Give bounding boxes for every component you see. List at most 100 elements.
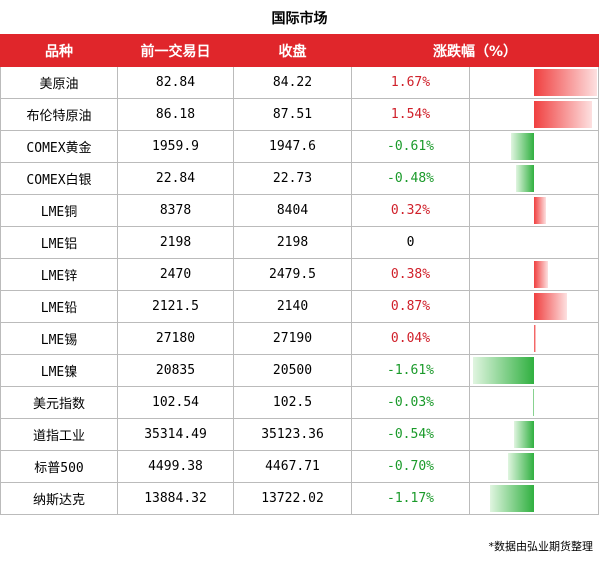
close-cell: 27190 bbox=[233, 322, 352, 355]
name-cell: 纳斯达克 bbox=[0, 482, 118, 515]
close-cell: 35123.36 bbox=[233, 418, 352, 451]
prev-cell: 4499.38 bbox=[117, 450, 234, 483]
bar-cell bbox=[469, 194, 599, 227]
change-bar bbox=[489, 485, 534, 512]
bar-cell bbox=[469, 66, 599, 99]
header-cell: 前一交易日 bbox=[117, 34, 234, 67]
bar-cell bbox=[469, 354, 599, 387]
bar-cell bbox=[469, 450, 599, 483]
close-cell: 4467.71 bbox=[233, 450, 352, 483]
name-cell: COMEX白银 bbox=[0, 162, 118, 195]
prev-cell: 2198 bbox=[117, 226, 234, 259]
header-row: 品种 前一交易日 收盘 涨跌幅（%） bbox=[0, 34, 599, 67]
change-bar bbox=[507, 453, 534, 480]
change-cell: -0.70% bbox=[351, 450, 470, 483]
change-cell: 1.54% bbox=[351, 98, 470, 131]
name-cell: LME铝 bbox=[0, 226, 118, 259]
change-bar bbox=[532, 389, 534, 416]
row: LME锌 2470 2479.5 0.38% bbox=[0, 258, 599, 291]
close-cell: 84.22 bbox=[233, 66, 352, 99]
header-cell: 品种 bbox=[0, 34, 118, 67]
prev-cell: 2121.5 bbox=[117, 290, 234, 323]
prev-cell: 13884.32 bbox=[117, 482, 234, 515]
change-bar bbox=[534, 69, 597, 96]
market-table: 品种 前一交易日 收盘 涨跌幅（%） 美原油 82.84 84.22 1.67% 布伦特… bbox=[0, 34, 599, 515]
prev-cell: 82.84 bbox=[117, 66, 234, 99]
header-cell: 涨跌幅（%） bbox=[351, 34, 599, 67]
prev-cell: 35314.49 bbox=[117, 418, 234, 451]
row: 布伦特原油 86.18 87.51 1.54% bbox=[0, 98, 599, 131]
bar-cell bbox=[469, 386, 599, 419]
bar-cell bbox=[469, 322, 599, 355]
change-bar bbox=[515, 165, 534, 192]
row: 标普500 4499.38 4467.71 -0.70% bbox=[0, 450, 599, 483]
name-cell: COMEX黄金 bbox=[0, 130, 118, 163]
prev-cell: 1959.9 bbox=[117, 130, 234, 163]
change-cell: -1.17% bbox=[351, 482, 470, 515]
name-cell: 美原油 bbox=[0, 66, 118, 99]
bar-cell bbox=[469, 258, 599, 291]
bar-cell bbox=[469, 482, 599, 515]
row: 纳斯达克 13884.32 13722.02 -1.17% bbox=[0, 482, 599, 515]
bar-cell bbox=[469, 418, 599, 451]
close-cell: 2198 bbox=[233, 226, 352, 259]
bar-cell bbox=[469, 226, 599, 259]
change-cell: 0 bbox=[351, 226, 470, 259]
close-cell: 1947.6 bbox=[233, 130, 352, 163]
name-cell: 标普500 bbox=[0, 450, 118, 483]
change-bar bbox=[534, 293, 567, 320]
prev-cell: 2470 bbox=[117, 258, 234, 291]
name-cell: LME铜 bbox=[0, 194, 118, 227]
close-cell: 13722.02 bbox=[233, 482, 352, 515]
prev-cell: 102.54 bbox=[117, 386, 234, 419]
prev-cell: 27180 bbox=[117, 322, 234, 355]
row: LME锡 27180 27190 0.04% bbox=[0, 322, 599, 355]
change-cell: -1.61% bbox=[351, 354, 470, 387]
row: 道指工业 35314.49 35123.36 -0.54% bbox=[0, 418, 599, 451]
row: COMEX白银 22.84 22.73 -0.48% bbox=[0, 162, 599, 195]
change-cell: -0.54% bbox=[351, 418, 470, 451]
row: LME铝 2198 2198 0 bbox=[0, 226, 599, 259]
change-bar bbox=[534, 197, 547, 224]
header-cell: 收盘 bbox=[233, 34, 352, 67]
change-cell: 1.67% bbox=[351, 66, 470, 99]
change-bar bbox=[534, 325, 536, 352]
row: LME镍 20835 20500 -1.61% bbox=[0, 354, 599, 387]
change-bar bbox=[534, 101, 592, 128]
title: 国际市场 bbox=[271, 11, 328, 27]
close-cell: 2479.5 bbox=[233, 258, 352, 291]
change-cell: 0.87% bbox=[351, 290, 470, 323]
name-cell: 道指工业 bbox=[0, 418, 118, 451]
bar-cell bbox=[469, 162, 599, 195]
row: LME铜 8378 8404 0.32% bbox=[0, 194, 599, 227]
change-cell: 0.38% bbox=[351, 258, 470, 291]
close-cell: 2140 bbox=[233, 290, 352, 323]
bar-cell bbox=[469, 98, 599, 131]
row: 美元指数 102.54 102.5 -0.03% bbox=[0, 386, 599, 419]
name-cell: LME锡 bbox=[0, 322, 118, 355]
change-cell: 0.32% bbox=[351, 194, 470, 227]
close-cell: 8404 bbox=[233, 194, 352, 227]
close-cell: 20500 bbox=[233, 354, 352, 387]
row: COMEX黄金 1959.9 1947.6 -0.61% bbox=[0, 130, 599, 163]
change-cell: -0.03% bbox=[351, 386, 470, 419]
close-cell: 102.5 bbox=[233, 386, 352, 419]
name-cell: LME锌 bbox=[0, 258, 118, 291]
name-cell: LME铅 bbox=[0, 290, 118, 323]
close-cell: 22.73 bbox=[233, 162, 352, 195]
change-cell: 0.04% bbox=[351, 322, 470, 355]
prev-cell: 86.18 bbox=[117, 98, 234, 131]
row: 美原油 82.84 84.22 1.67% bbox=[0, 66, 599, 99]
change-bar bbox=[513, 421, 534, 448]
name-cell: LME镍 bbox=[0, 354, 118, 387]
name-cell: 布伦特原油 bbox=[0, 98, 118, 131]
change-bar bbox=[534, 261, 549, 288]
row: LME铅 2121.5 2140 0.87% bbox=[0, 290, 599, 323]
change-cell: -0.48% bbox=[351, 162, 470, 195]
bar-cell bbox=[469, 290, 599, 323]
prev-cell: 8378 bbox=[117, 194, 234, 227]
change-bar bbox=[473, 357, 534, 384]
bar-cell bbox=[469, 130, 599, 163]
prev-cell: 20835 bbox=[117, 354, 234, 387]
change-cell: -0.61% bbox=[351, 130, 470, 163]
